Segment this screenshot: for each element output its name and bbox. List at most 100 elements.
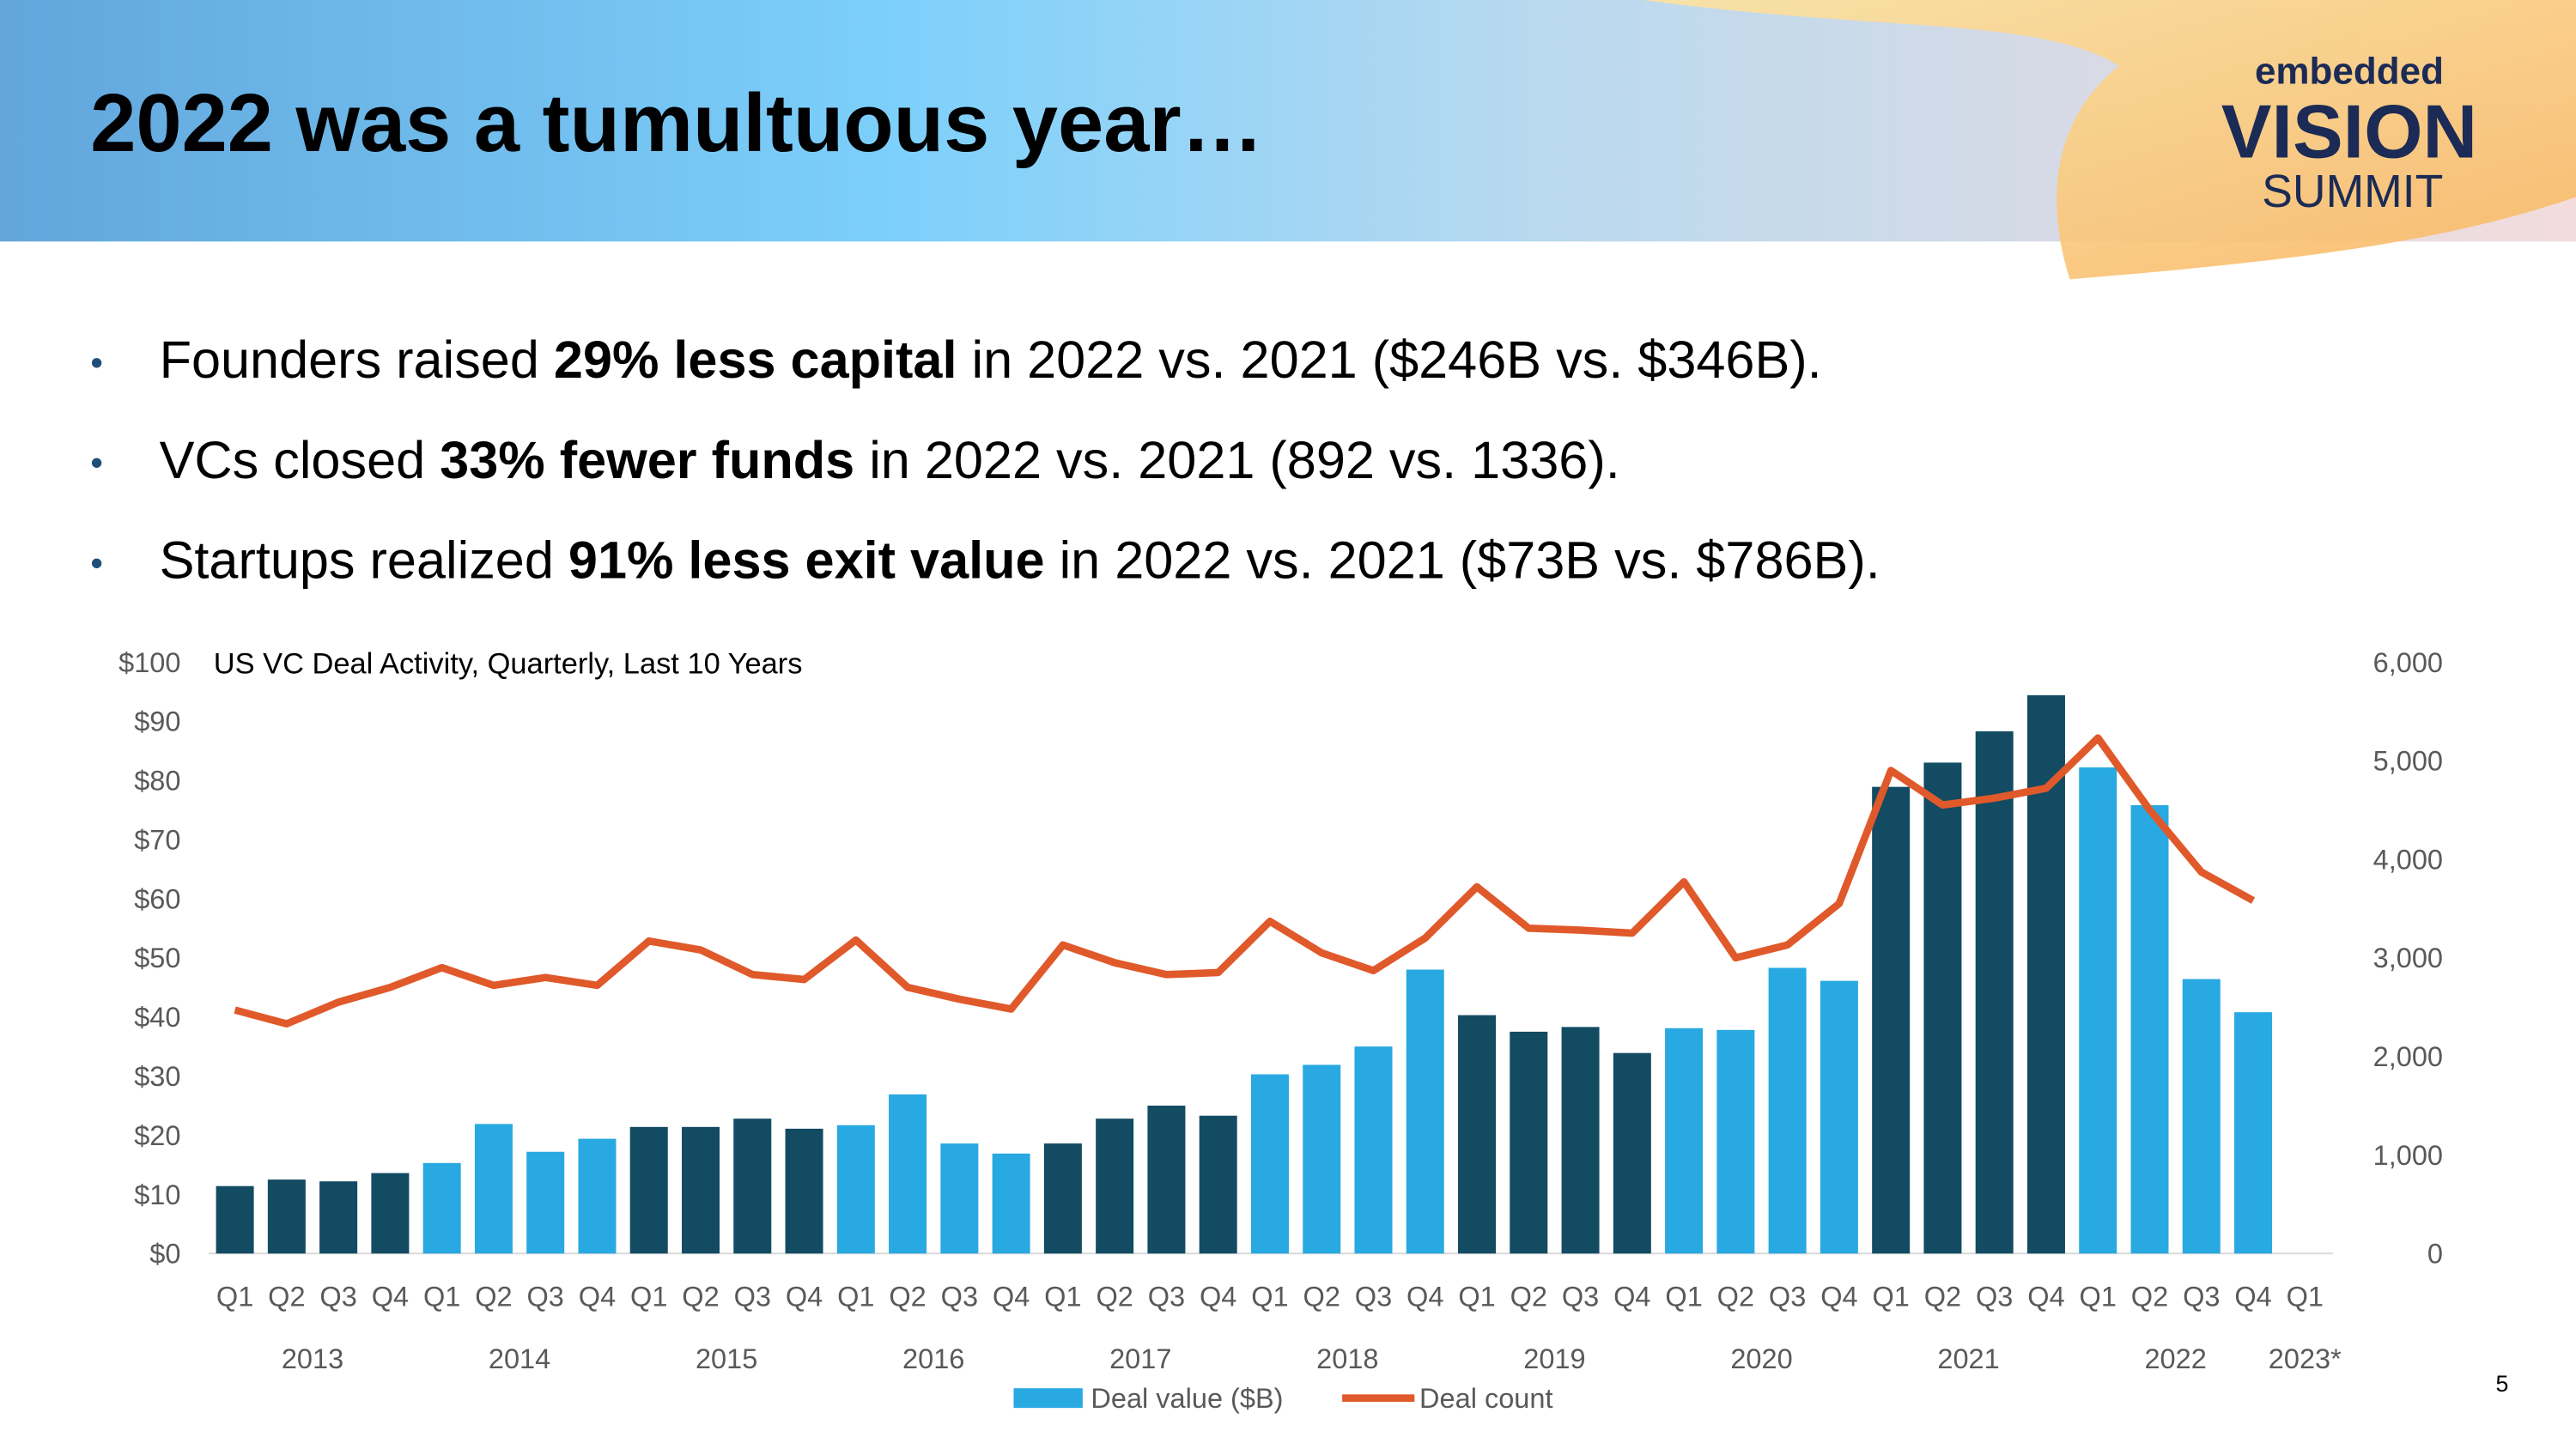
x-tick-label: Q2 <box>1096 1281 1133 1312</box>
bar <box>1872 786 1911 1254</box>
bar <box>1303 1064 1341 1254</box>
bar <box>1510 1031 1548 1254</box>
y-tick-label: $60 <box>134 883 180 914</box>
y2-tick-label: 4,000 <box>2373 844 2443 875</box>
year-label: 2014 <box>489 1343 550 1374</box>
logo-text: VISION <box>2221 89 2477 174</box>
line <box>234 734 2256 1028</box>
bar <box>785 1128 823 1254</box>
bar <box>474 1124 513 1254</box>
x-tick-label: Q4 <box>2027 1281 2064 1312</box>
y2-tick-label: 6,000 <box>2373 647 2443 678</box>
x-tick-label: Q1 <box>1665 1281 1702 1312</box>
bullet-part: 91% less exit value <box>568 531 1045 590</box>
y2-tick-label: 0 <box>2427 1239 2443 1270</box>
x-tick-label: Q2 <box>1303 1281 1340 1312</box>
bar <box>578 1138 617 1254</box>
x-tick-label: Q3 <box>527 1281 564 1312</box>
bar <box>836 1125 875 1254</box>
year-label: 2023* <box>2269 1343 2342 1374</box>
bar <box>1147 1106 1186 1254</box>
bar <box>1458 1015 1497 1254</box>
bar <box>682 1126 720 1254</box>
year-label: 2015 <box>696 1343 757 1374</box>
chart-title: US VC Deal Activity, Quarterly, Last 10 … <box>214 648 803 681</box>
bar <box>1975 731 2014 1254</box>
bar <box>1250 1074 1289 1254</box>
x-tick-label: Q3 <box>1976 1281 2013 1312</box>
bar <box>1923 762 1962 1254</box>
bullet-text: Startups realized 91% less exit value in… <box>160 531 1880 590</box>
bar <box>1199 1115 1237 1254</box>
bullet-part: in 2022 vs. 2021 ($73B vs. $786B). <box>1045 531 1880 590</box>
logo-text: SUMMIT <box>2262 167 2443 217</box>
y2-tick-label: 1,000 <box>2373 1140 2443 1171</box>
y-tick-label: $30 <box>134 1061 180 1092</box>
bar <box>889 1094 927 1254</box>
bar <box>2234 1012 2273 1254</box>
year-label: 2019 <box>1523 1343 1585 1374</box>
x-tick-label: Q4 <box>579 1281 616 1312</box>
bar <box>992 1153 1030 1254</box>
x-tick-label: Q4 <box>372 1281 409 1312</box>
logo-text: embedded <box>2255 51 2444 93</box>
y-tick-label: $50 <box>134 943 180 973</box>
bar <box>1768 967 1807 1254</box>
legend-label: Deal count <box>1419 1383 1552 1414</box>
bullet-part: in 2022 vs. 2021 ($246B vs. $346B). <box>957 330 1821 389</box>
year-label: 2013 <box>282 1343 343 1374</box>
year-label: 2016 <box>902 1343 964 1374</box>
legend-label: Deal value ($B) <box>1091 1383 1283 1414</box>
x-tick-label: Q1 <box>630 1281 667 1312</box>
x-tick-label: Q3 <box>1355 1281 1392 1312</box>
x-tick-label: Q4 <box>786 1281 823 1312</box>
y-tick-label: $20 <box>134 1120 180 1151</box>
page-number: 5 <box>2495 1371 2508 1397</box>
bar <box>733 1119 772 1254</box>
bar <box>267 1179 306 1254</box>
x-tick-label: Q1 <box>1044 1281 1081 1312</box>
x-tick-label: Q1 <box>1458 1281 1495 1312</box>
bullet-dot: • <box>90 543 103 583</box>
x-tick-label: Q3 <box>1148 1281 1185 1312</box>
x-tick-label: Q2 <box>475 1281 512 1312</box>
y-tick-label: $0 <box>149 1239 180 1270</box>
x-tick-label: Q2 <box>889 1281 926 1312</box>
x-tick-label: Q2 <box>1924 1281 1961 1312</box>
bullet-text: Founders raised 29% less capital in 2022… <box>160 330 1822 389</box>
bar <box>1096 1119 1134 1254</box>
year-label: 2018 <box>1316 1343 1378 1374</box>
x-tick-label: Q4 <box>1200 1281 1236 1312</box>
bar <box>1716 1029 1755 1254</box>
bar <box>216 1185 254 1254</box>
x-tick-label: Q3 <box>2183 1281 2220 1312</box>
slide-title: 2022 was a tumultuous year… <box>90 77 1263 169</box>
bar <box>422 1162 461 1254</box>
bar <box>1820 980 1858 1254</box>
bullet-part: Founders raised <box>160 330 554 389</box>
bar <box>1613 1052 1651 1254</box>
bullet-dot: • <box>90 342 103 382</box>
y-tick-label: $70 <box>134 824 180 855</box>
x-tick-label: Q4 <box>1613 1281 1650 1312</box>
bullet-part: 33% fewer funds <box>440 431 854 489</box>
x-tick-label: Q2 <box>2131 1281 2168 1312</box>
x-tick-label: Q2 <box>682 1281 719 1312</box>
y-tick-label: $80 <box>134 766 180 797</box>
x-tick-label: Q3 <box>941 1281 978 1312</box>
year-label: 2020 <box>1730 1343 1792 1374</box>
x-tick-label: Q1 <box>1251 1281 1288 1312</box>
y2-tick-label: 2,000 <box>2373 1041 2443 1072</box>
x-tick-label: Q4 <box>2234 1281 2271 1312</box>
y-tick-label: $100 <box>118 647 180 678</box>
header-swoosh <box>1643 0 2576 280</box>
x-tick-label: Q4 <box>993 1281 1030 1312</box>
y-tick-label: $10 <box>134 1179 180 1210</box>
x-tick-label: Q3 <box>734 1281 771 1312</box>
x-tick-label: Q3 <box>1562 1281 1599 1312</box>
bullet-part: 29% less capital <box>554 330 957 389</box>
bar <box>629 1126 668 1254</box>
bullet-text: VCs closed 33% fewer funds in 2022 vs. 2… <box>160 431 1620 489</box>
